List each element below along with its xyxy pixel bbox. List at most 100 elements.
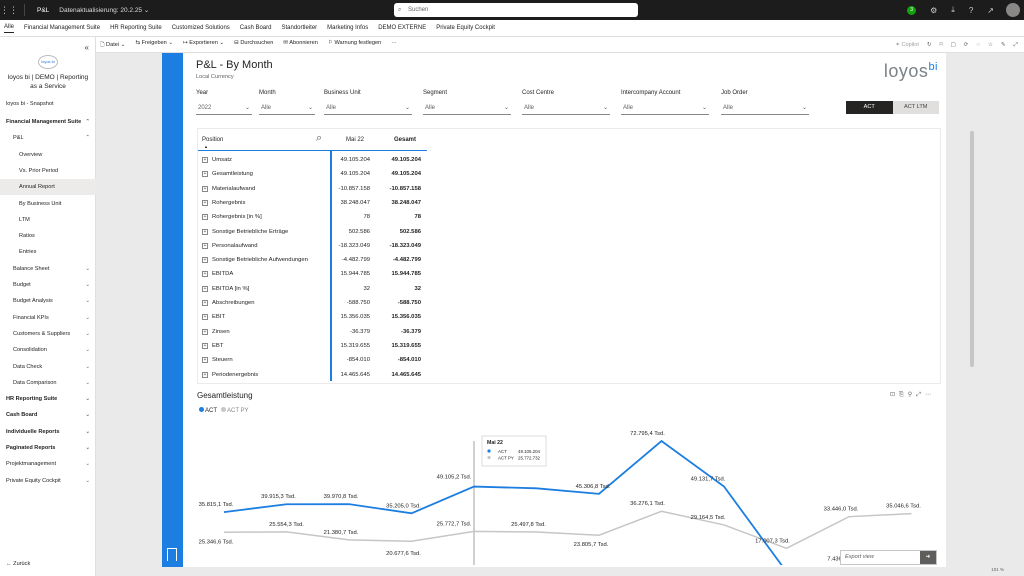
filter-dropdown[interactable]: Alle ⌄ [621,101,709,115]
table-row[interactable]: + Sonstige Betriebliche Erträge 502.586 502… [198,225,427,239]
filter-dropdown[interactable]: Alle ⌄ [423,101,511,115]
sidebar-item-18[interactable]: Cash Board ⌄ [0,407,96,423]
expand-icon[interactable]: + [202,271,208,278]
copilot-button[interactable]: ✦ Copilot [895,42,919,48]
fullscreen-icon[interactable]: ⤢ [1013,41,1018,48]
edit-icon[interactable]: ✎ [1000,42,1006,48]
sidebar-item-0[interactable]: Financial Management Suite ⌃ [0,114,96,130]
filter-dropdown[interactable]: 2022 ⌄ [196,101,252,115]
table-scrollbar[interactable] [970,131,974,367]
dataset-refresh-label[interactable]: Datenaktualisierung: 20.2.25 ⌄ [59,7,150,14]
filter-dropdown[interactable]: Alle ⌄ [324,101,412,115]
sidebar-item-2[interactable]: Overview [0,147,96,163]
notifications-icon[interactable]: 3 [907,5,917,15]
toolbar-item-3[interactable]: ⊟ Durchsuchen [234,39,274,46]
tab-6[interactable]: Marketing Infos [327,25,369,31]
table-row[interactable]: + Umsatz 49.105.204 49.105.204 [198,153,427,167]
toolbar-item-6[interactable]: ··· [391,39,397,46]
tab-5[interactable]: Standortleiter [281,25,318,31]
table-row[interactable]: + EBITDA [in %] 32 32 [198,282,427,296]
settings-icon[interactable]: ⚙ [930,5,938,15]
expand-icon[interactable]: + [202,342,208,349]
filter-dropdown[interactable]: Alle ⌄ [721,101,809,115]
sidebar-item-17[interactable]: HR Reporting Suite ⌄ [0,391,96,407]
toolbar-item-1[interactable]: ⇆ Freigeben ⌄ [135,39,174,46]
toggle-act-ltm[interactable]: ACT LTM [892,101,939,114]
table-row[interactable]: + Abschreibungen -588.750 -588.750 [198,296,427,310]
refresh-icon[interactable]: ⟳ [963,42,969,48]
tab-1[interactable]: Financial Management Suite [24,25,101,31]
tab-7[interactable]: DEMO EXTERNE [378,25,427,31]
sidebar-item-16[interactable]: Data Comparison ⌄ [0,375,96,391]
col-total[interactable]: Gesamt [394,137,417,143]
legend-item-0[interactable]: ACT [199,407,217,414]
view-icon[interactable]: ▢ [950,42,956,48]
sidebar-item-19[interactable]: Individuelle Reports ⌄ [0,424,96,440]
toolbar-item-0[interactable]: 🗋 Datei ⌄ [100,41,126,48]
table-row[interactable]: + Personalaufwand -18.323.049 -18.323.049 [198,239,427,253]
search-icon[interactable]: ⌕ [316,132,323,144]
table-row[interactable]: + Materialaufwand -10.857.158 -10.857.158 [198,182,427,196]
export-go-icon[interactable]: ➔ [920,551,936,564]
pin-icon[interactable]: ⊡ [889,392,899,398]
focus-icon[interactable]: ⤢ [916,392,925,398]
tab-3[interactable]: Customized Solutions [171,25,230,31]
sidebar-item-3[interactable]: Vs. Prior Period [0,163,96,179]
sidebar-item-14[interactable]: Consolidation ⌄ [0,342,96,358]
collapse-sidebar-icon[interactable]: « [84,43,89,52]
share-icon[interactable]: ↗ [987,5,994,15]
filter-icon[interactable]: ⚲ [907,392,917,398]
sidebar-item-10[interactable]: Budget ⌄ [0,277,96,293]
sidebar-item-11[interactable]: Budget Analysis ⌄ [0,293,96,309]
expand-icon[interactable]: + [202,214,208,221]
expand-icon[interactable]: + [202,285,208,292]
filter-dropdown[interactable]: Alle ⌄ [522,101,610,115]
sidebar-item-6[interactable]: LTM [0,212,96,228]
expand-icon[interactable]: + [202,314,208,321]
sidebar-item-21[interactable]: Projektmanagement ⌄ [0,456,96,472]
sidebar-item-12[interactable]: Financial KPIs ⌄ [0,310,96,326]
expand-icon[interactable]: + [202,257,208,264]
export-view-input[interactable]: Export view ➔ [840,550,937,565]
table-row[interactable]: + Steuern -854.010 -854.010 [198,353,427,367]
sidebar-item-5[interactable]: By Business Unit [0,196,96,212]
col-position[interactable]: Position [202,137,224,143]
avatar[interactable] [1006,3,1020,17]
toggle-act[interactable]: ACT [846,101,893,114]
favorite-icon[interactable]: ☆ [987,42,993,48]
search-input[interactable]: ⌕ Suchen [394,3,638,17]
table-row[interactable]: + Sonstige Betriebliche Aufwendungen -4.48… [198,253,427,267]
expand-icon[interactable]: + [202,171,208,178]
legend-item-1[interactable]: ACT PY [221,407,249,414]
comment-icon[interactable]: ◌ [976,42,980,48]
sidebar-item-22[interactable]: Private Equity Cockpit ⌄ [0,473,96,489]
tab-8[interactable]: Private Equity Cockpit [436,25,495,31]
bookmark-icon[interactable]: ⌑ [939,42,943,48]
table-row[interactable]: + Gesamtleistung 49.105.204 49.105.204 [198,167,427,181]
toolbar-item-2[interactable]: ↦ Exportieren ⌄ [183,39,225,46]
sidebar-item-8[interactable]: Entries [0,244,96,260]
table-row[interactable]: + Rohergebnis 38.248.047 38.248.047 [198,196,427,210]
table-row[interactable]: + Rohergebnis [in %] 78 78 [198,210,427,224]
workspace-name[interactable]: P&L [37,6,50,14]
expand-icon[interactable]: + [202,228,208,235]
toolbar-item-5[interactable]: ⚐ Warnung festlegen [327,39,382,46]
expand-icon[interactable]: + [202,157,208,163]
more-options-icon[interactable]: ⋯ [925,392,935,398]
download-icon[interactable]: ⤓ [951,5,955,14]
sidebar-item-4[interactable]: Annual Report [0,179,96,196]
expand-icon[interactable]: + [202,300,208,306]
table-row[interactable]: + EBT 15.319.655 15.319.655 [198,339,427,353]
expand-icon[interactable]: + [202,242,208,249]
reset-icon[interactable]: ↻ [926,42,932,48]
table-row[interactable]: + EBITDA 15.944.785 15.944.785 [198,267,427,281]
table-row[interactable]: + Zinsen -36.379 -36.379 [198,325,427,339]
expand-icon[interactable]: + [202,185,208,192]
sidebar-item-7[interactable]: Ratios [0,228,96,244]
col-month[interactable]: Mai 22 [346,137,365,143]
toolbar-item-4[interactable]: ✉ Abonnieren [283,39,318,46]
sidebar-item-20[interactable]: Paginated Reports ⌄ [0,440,96,456]
copy-icon[interactable]: ⎘ [898,392,908,398]
tab-2[interactable]: HR Reporting Suite [110,25,162,31]
tab-4[interactable]: Cash Board [239,25,272,31]
